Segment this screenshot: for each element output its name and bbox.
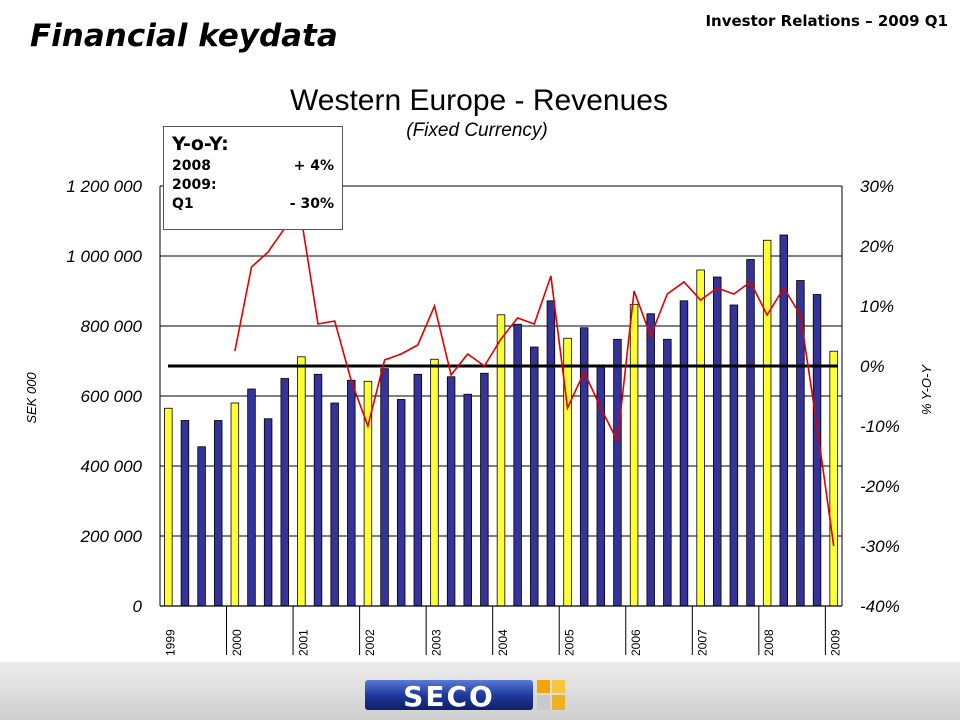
y-tick-label: 200 000 [80, 527, 143, 546]
yoy-row-label: Q1 [172, 196, 194, 212]
y2-tick-label: -20% [860, 477, 900, 496]
bar [746, 259, 755, 607]
bar [446, 376, 456, 607]
bar [829, 350, 838, 607]
bar [230, 402, 240, 607]
bar [646, 313, 655, 607]
x-tick-label: 2000 [230, 629, 244, 656]
x-tick-label: 2004 [496, 629, 510, 656]
yoy-row: Q1 - 30% [172, 195, 334, 214]
bar [396, 399, 406, 607]
bar [247, 388, 256, 607]
yoy-row-value: + 4% [293, 158, 334, 174]
axes: 0 200 000 400 000 600 000 800 000 1 000 000 1 … [66, 177, 899, 656]
bar [762, 239, 772, 607]
chart-title: Western Europe - Revenues [290, 84, 668, 117]
yoy-row-value: - 30% [289, 196, 334, 212]
yoy-line [234, 217, 835, 547]
slide-title: Financial keydata [30, 18, 338, 54]
y-tick-label: 0 [133, 597, 143, 616]
y2-axis-label: % Y-O-Y [919, 364, 934, 415]
y2-tick-label: -40% [860, 597, 900, 616]
seco-logo: SECO [365, 680, 565, 712]
bar [496, 314, 506, 607]
y2-tick-label: -10% [860, 417, 900, 436]
bar-series [164, 234, 838, 607]
x-tick-label: 2007 [696, 629, 710, 656]
bar [480, 372, 489, 607]
bar [463, 393, 472, 607]
yoy-row-label: 2008 [172, 158, 211, 174]
bar [180, 420, 190, 607]
x-tick-label: 2002 [363, 629, 377, 656]
x-tick-label: 2001 [296, 629, 310, 656]
y2-tick-label: 10% [860, 297, 894, 316]
bar [696, 269, 705, 607]
yoy-summary-box: Y-o-Y: 2008 + 4% 2009: Q1 - 30% [163, 126, 343, 230]
bar [197, 446, 206, 607]
bar [546, 300, 556, 607]
y-tick-label: 1 200 000 [66, 177, 142, 196]
y2-tick-label: 20% [859, 237, 894, 256]
x-tick-label: 2008 [762, 629, 776, 656]
yoy-line-series [168, 217, 838, 547]
bar [380, 368, 389, 607]
bar [280, 378, 289, 607]
bar [297, 356, 306, 607]
x-tick-label: 2009 [829, 629, 843, 656]
y2-tick-label: 0% [860, 357, 885, 376]
x-tick-label: 2006 [629, 629, 643, 656]
logo-text: SECO [403, 680, 495, 712]
bar [430, 358, 439, 607]
bar [330, 402, 339, 607]
yoy-row-label: 2009: [172, 177, 217, 193]
x-tick-label: 1999 [163, 629, 177, 656]
header-label: Investor Relations – 2009 Q1 [705, 12, 948, 30]
yoy-title: Y-o-Y: [172, 133, 229, 155]
bar [563, 337, 572, 607]
yoy-row: 2008 + 4% [172, 157, 334, 176]
bar [413, 373, 423, 607]
bar [213, 420, 223, 607]
bar [613, 338, 622, 607]
y-tick-label: 1 000 000 [66, 247, 142, 266]
yoy-row: 2009: [172, 176, 334, 195]
y2-tick-label: 30% [860, 177, 894, 196]
bar [164, 407, 173, 607]
bar [713, 276, 722, 607]
bar [779, 234, 789, 607]
bar [530, 346, 539, 607]
y-tick-label: 600 000 [81, 387, 143, 406]
bar [347, 379, 356, 607]
x-tick-label: 2005 [563, 629, 577, 656]
y-axis-label: SEK 000 [24, 372, 39, 424]
bar [579, 327, 589, 607]
bar [629, 303, 639, 607]
x-tick-label: 2003 [429, 629, 443, 656]
bar [663, 338, 672, 607]
chart-subtitle: (Fixed Currency) [406, 120, 547, 141]
revenue-chart: Western Europe - Revenues (Fixed Currenc… [24, 84, 934, 656]
y-tick-label: 400 000 [81, 457, 143, 476]
y-tick-label: 800 000 [81, 317, 143, 336]
bar [679, 300, 689, 607]
bar [263, 418, 273, 607]
bar [729, 304, 739, 607]
y2-tick-label: -30% [860, 537, 900, 556]
bar [313, 373, 323, 607]
